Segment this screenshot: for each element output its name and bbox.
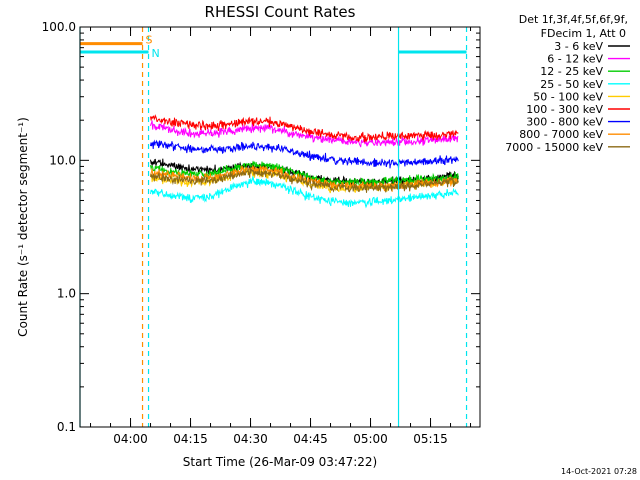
legend-entry-label: 12 - 25 keV	[540, 65, 603, 78]
legend-entry-label: 7000 - 15000 keV	[505, 141, 603, 154]
x-tick-label: 05:15	[413, 432, 448, 446]
legend-entry-label: 6 - 12 keV	[547, 53, 603, 66]
legend-entry-label: 800 - 7000 keV	[519, 128, 603, 141]
legend: Det 1f,3f,4f,5f,6f,9f, FDecim 1, Att 0 3…	[505, 13, 630, 154]
x-tick-label: 05:00	[353, 432, 388, 446]
series-line	[150, 139, 459, 169]
plot-frame	[79, 26, 481, 428]
x-tick-label: 04:30	[233, 432, 268, 446]
legend-entry-label: 50 - 100 keV	[533, 90, 603, 103]
y-axis-label: Count Rate (s⁻¹ detector segment⁻¹)	[16, 117, 30, 337]
legend-header-decimation: FDecim 1, Att 0	[541, 27, 626, 40]
flag-label: S	[146, 34, 153, 47]
series-line	[150, 165, 459, 192]
series-line	[150, 114, 459, 143]
series-line	[150, 175, 459, 209]
series-line	[150, 120, 459, 148]
x-tick-label: 04:45	[293, 432, 328, 446]
y-tick-label: 10.0	[49, 153, 76, 167]
y-tick-label: 100.0	[42, 20, 76, 34]
series-line	[150, 167, 459, 193]
series-line	[150, 160, 459, 188]
x-tick-label: 04:00	[113, 432, 148, 446]
flag-label: N	[152, 47, 160, 60]
chart-title: RHESSI Count Rates	[205, 3, 356, 21]
legend-header-detectors: Det 1f,3f,4f,5f,6f,9f,	[519, 13, 628, 26]
series-layer	[150, 114, 459, 209]
generation-timestamp: 14-Oct-2021 07:28	[561, 467, 637, 476]
legend-entry-label: 3 - 6 keV	[554, 40, 603, 53]
axis-layer: 0.1 1.0 10.0 100.0 04:00 04:15 04:30 04:45 05:00…	[42, 20, 480, 446]
x-axis-label: Start Time (26-Mar-09 03:47:22)	[183, 455, 377, 469]
legend-entry-label: 300 - 800 keV	[526, 116, 603, 129]
y-tick-label: 1.0	[57, 287, 76, 301]
legend-entry-label: 100 - 300 keV	[526, 103, 603, 116]
flag-layer: SN	[79, 27, 468, 427]
x-tick-label: 04:15	[173, 432, 208, 446]
legend-entry-label: 25 - 50 keV	[540, 78, 603, 91]
y-tick-label: 0.1	[57, 420, 76, 434]
